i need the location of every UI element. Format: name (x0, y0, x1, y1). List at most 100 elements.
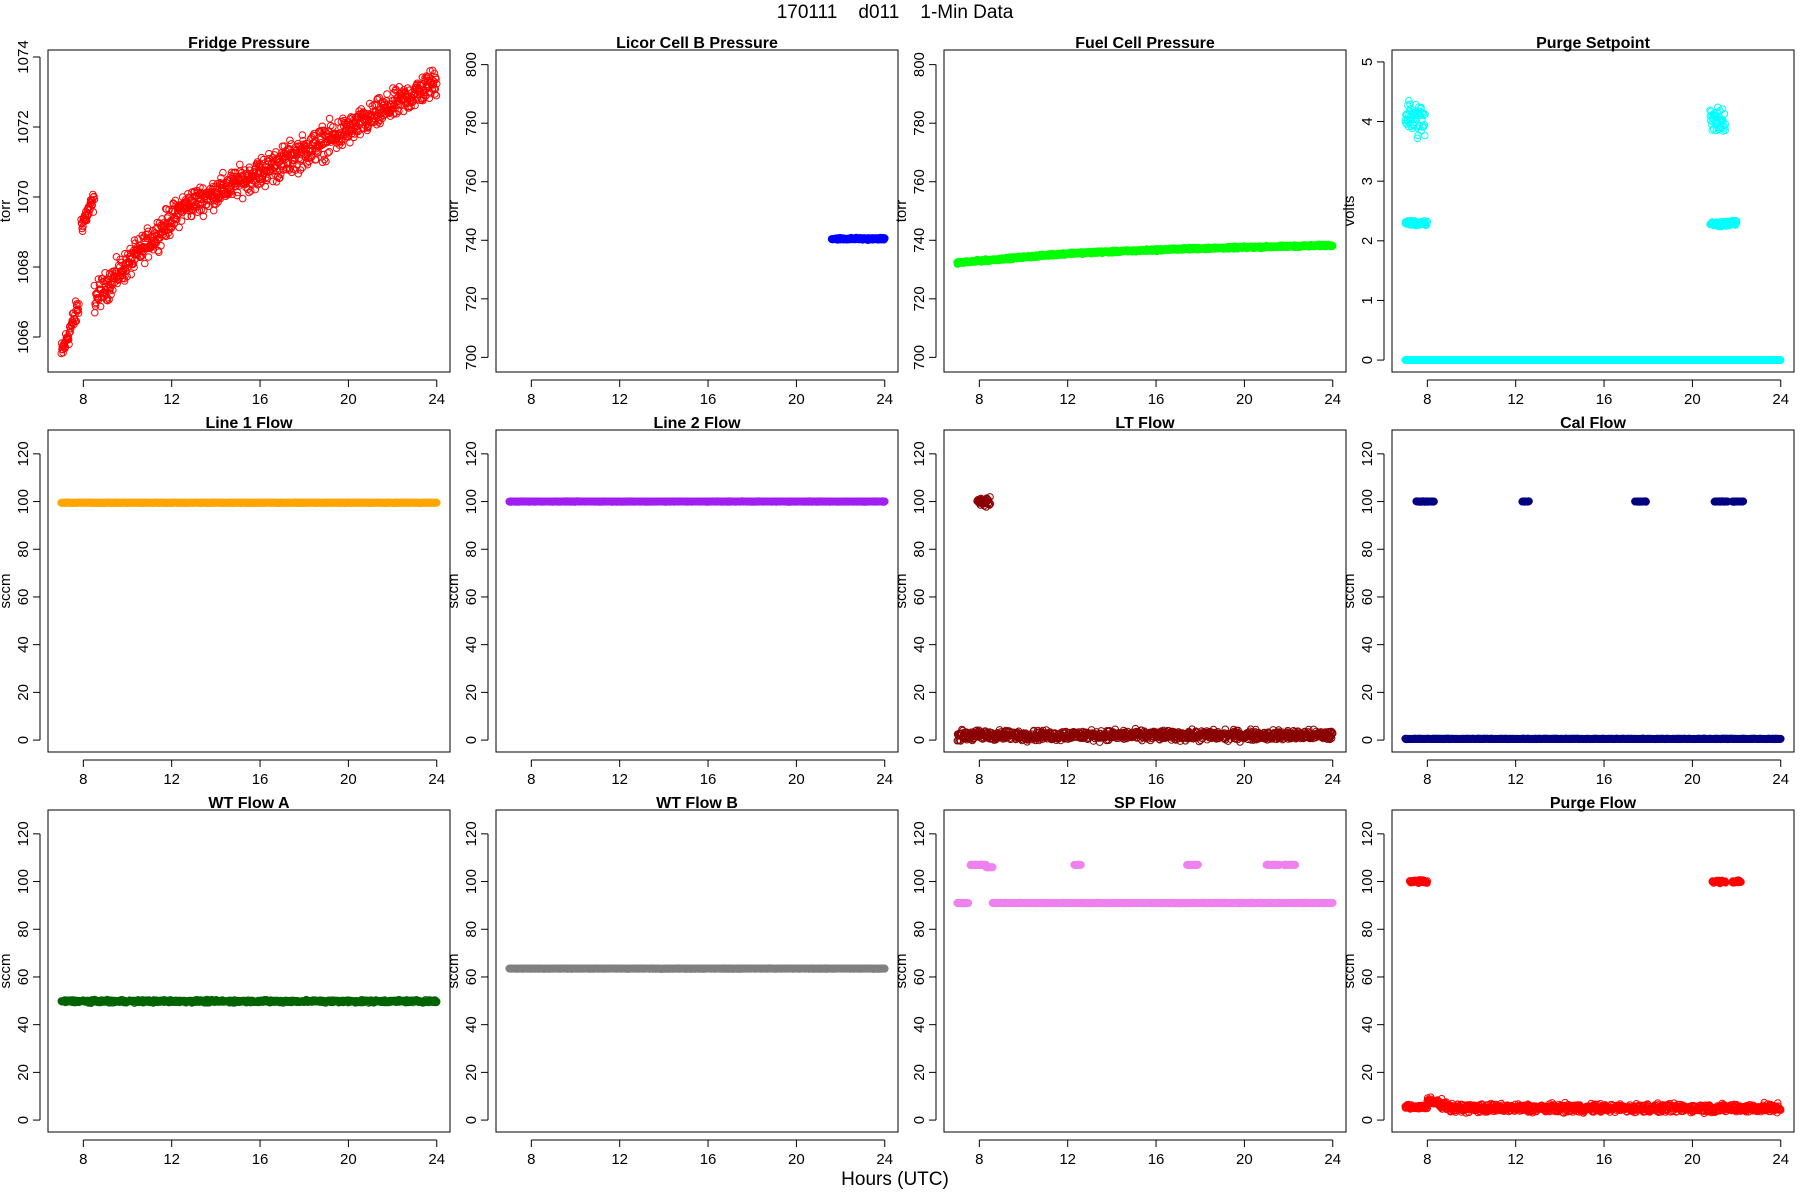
data-point (113, 279, 121, 288)
series-points (1401, 96, 1785, 364)
data-point (199, 212, 208, 221)
x-tick-label: 12 (163, 771, 180, 788)
y-tick-label: 1070 (15, 180, 32, 213)
data-point (157, 242, 165, 250)
panel-title: Purge Setpoint (1536, 35, 1650, 52)
data-point (175, 223, 183, 232)
data-point (120, 277, 129, 285)
y-tick-label: 120 (15, 441, 32, 466)
data-point (155, 248, 163, 256)
data-point (286, 136, 294, 145)
data-point (103, 296, 112, 305)
plot-frame (1391, 49, 1795, 373)
data-point (91, 308, 99, 317)
y-tick-label: 1074 (15, 40, 32, 73)
data-point (209, 206, 218, 215)
data-point (317, 139, 326, 147)
data-point (196, 183, 204, 192)
y-tick-label: 1068 (15, 250, 32, 283)
data-point (395, 107, 403, 116)
x-tick-label: 12 (163, 391, 180, 408)
x-tick-label: 24 (1324, 391, 1341, 408)
data-point (90, 192, 98, 201)
data-point (105, 295, 113, 304)
y-tick-label: 740 (463, 228, 480, 253)
data-point (137, 252, 145, 260)
y-tick-label: 760 (911, 169, 928, 194)
data-point (325, 148, 334, 156)
data-point (426, 67, 434, 75)
data-point (130, 263, 138, 272)
data-point (238, 194, 247, 203)
data-point (69, 309, 78, 318)
data-point (79, 222, 87, 231)
data-point (90, 281, 99, 290)
panel-title: Line 1 Flow (205, 415, 293, 432)
plot-frame (495, 49, 899, 373)
y-tick-label: 780 (911, 111, 928, 136)
page-title: 170111 d011 1-Min Data (777, 2, 1014, 23)
data-point (199, 206, 208, 215)
x-tick-label: 24 (428, 391, 445, 408)
y-axis-label: volts (1341, 196, 1358, 227)
data-point (383, 90, 391, 98)
series-points (505, 497, 889, 506)
data-point (74, 305, 82, 314)
y-axis-label: sccm (0, 574, 14, 609)
data-point (123, 272, 131, 281)
data-point (170, 220, 179, 228)
series-points (57, 498, 441, 508)
data-point (320, 155, 329, 164)
y-tick-label: 760 (463, 169, 480, 194)
x-tick-label: 20 (340, 771, 357, 788)
x-axis: 8 12 16 20 24 (527, 379, 893, 408)
data-point (392, 110, 401, 118)
panel-title: Licor Cell B Pressure (616, 35, 778, 52)
y-tick-label: 720 (911, 286, 928, 311)
series-points (827, 233, 889, 245)
data-point (279, 166, 288, 174)
data-point (91, 302, 100, 310)
plot-frame (943, 49, 1347, 373)
data-point (373, 95, 381, 104)
data-point (173, 215, 181, 224)
data-point (294, 169, 303, 178)
x-tick-label: 24 (876, 391, 893, 408)
data-point (245, 188, 253, 197)
y-tick-label: 800 (911, 52, 928, 77)
x-tick-label: 16 (252, 771, 269, 788)
x-tick-label: 12 (1059, 391, 1076, 408)
y-tick-label: 3 (1359, 177, 1376, 185)
y-tick-label: 5 (1359, 58, 1376, 66)
y-tick-label: 80 (15, 541, 32, 558)
data-point (78, 227, 87, 235)
data-point (127, 270, 135, 279)
data-point (228, 190, 237, 198)
y-tick-label: 720 (463, 286, 480, 311)
data-point (167, 219, 176, 228)
y-tick-label: 780 (463, 111, 480, 136)
x-tick-label: 12 (1507, 391, 1524, 408)
x-tick-label: 16 (700, 391, 717, 408)
data-point (259, 155, 268, 164)
data-point (298, 131, 307, 139)
x-tick-label: 16 (252, 391, 269, 408)
data-point (325, 114, 334, 123)
y-axis-label: torr (893, 200, 910, 223)
data-point (107, 291, 115, 299)
y-axis-label: torr (0, 200, 14, 223)
y-tick-label: 800 (463, 52, 480, 77)
data-point (432, 75, 440, 84)
data-point (219, 168, 227, 177)
data-point (356, 130, 365, 139)
data-point (109, 286, 117, 294)
data-point (257, 153, 266, 162)
data-point (64, 332, 72, 341)
